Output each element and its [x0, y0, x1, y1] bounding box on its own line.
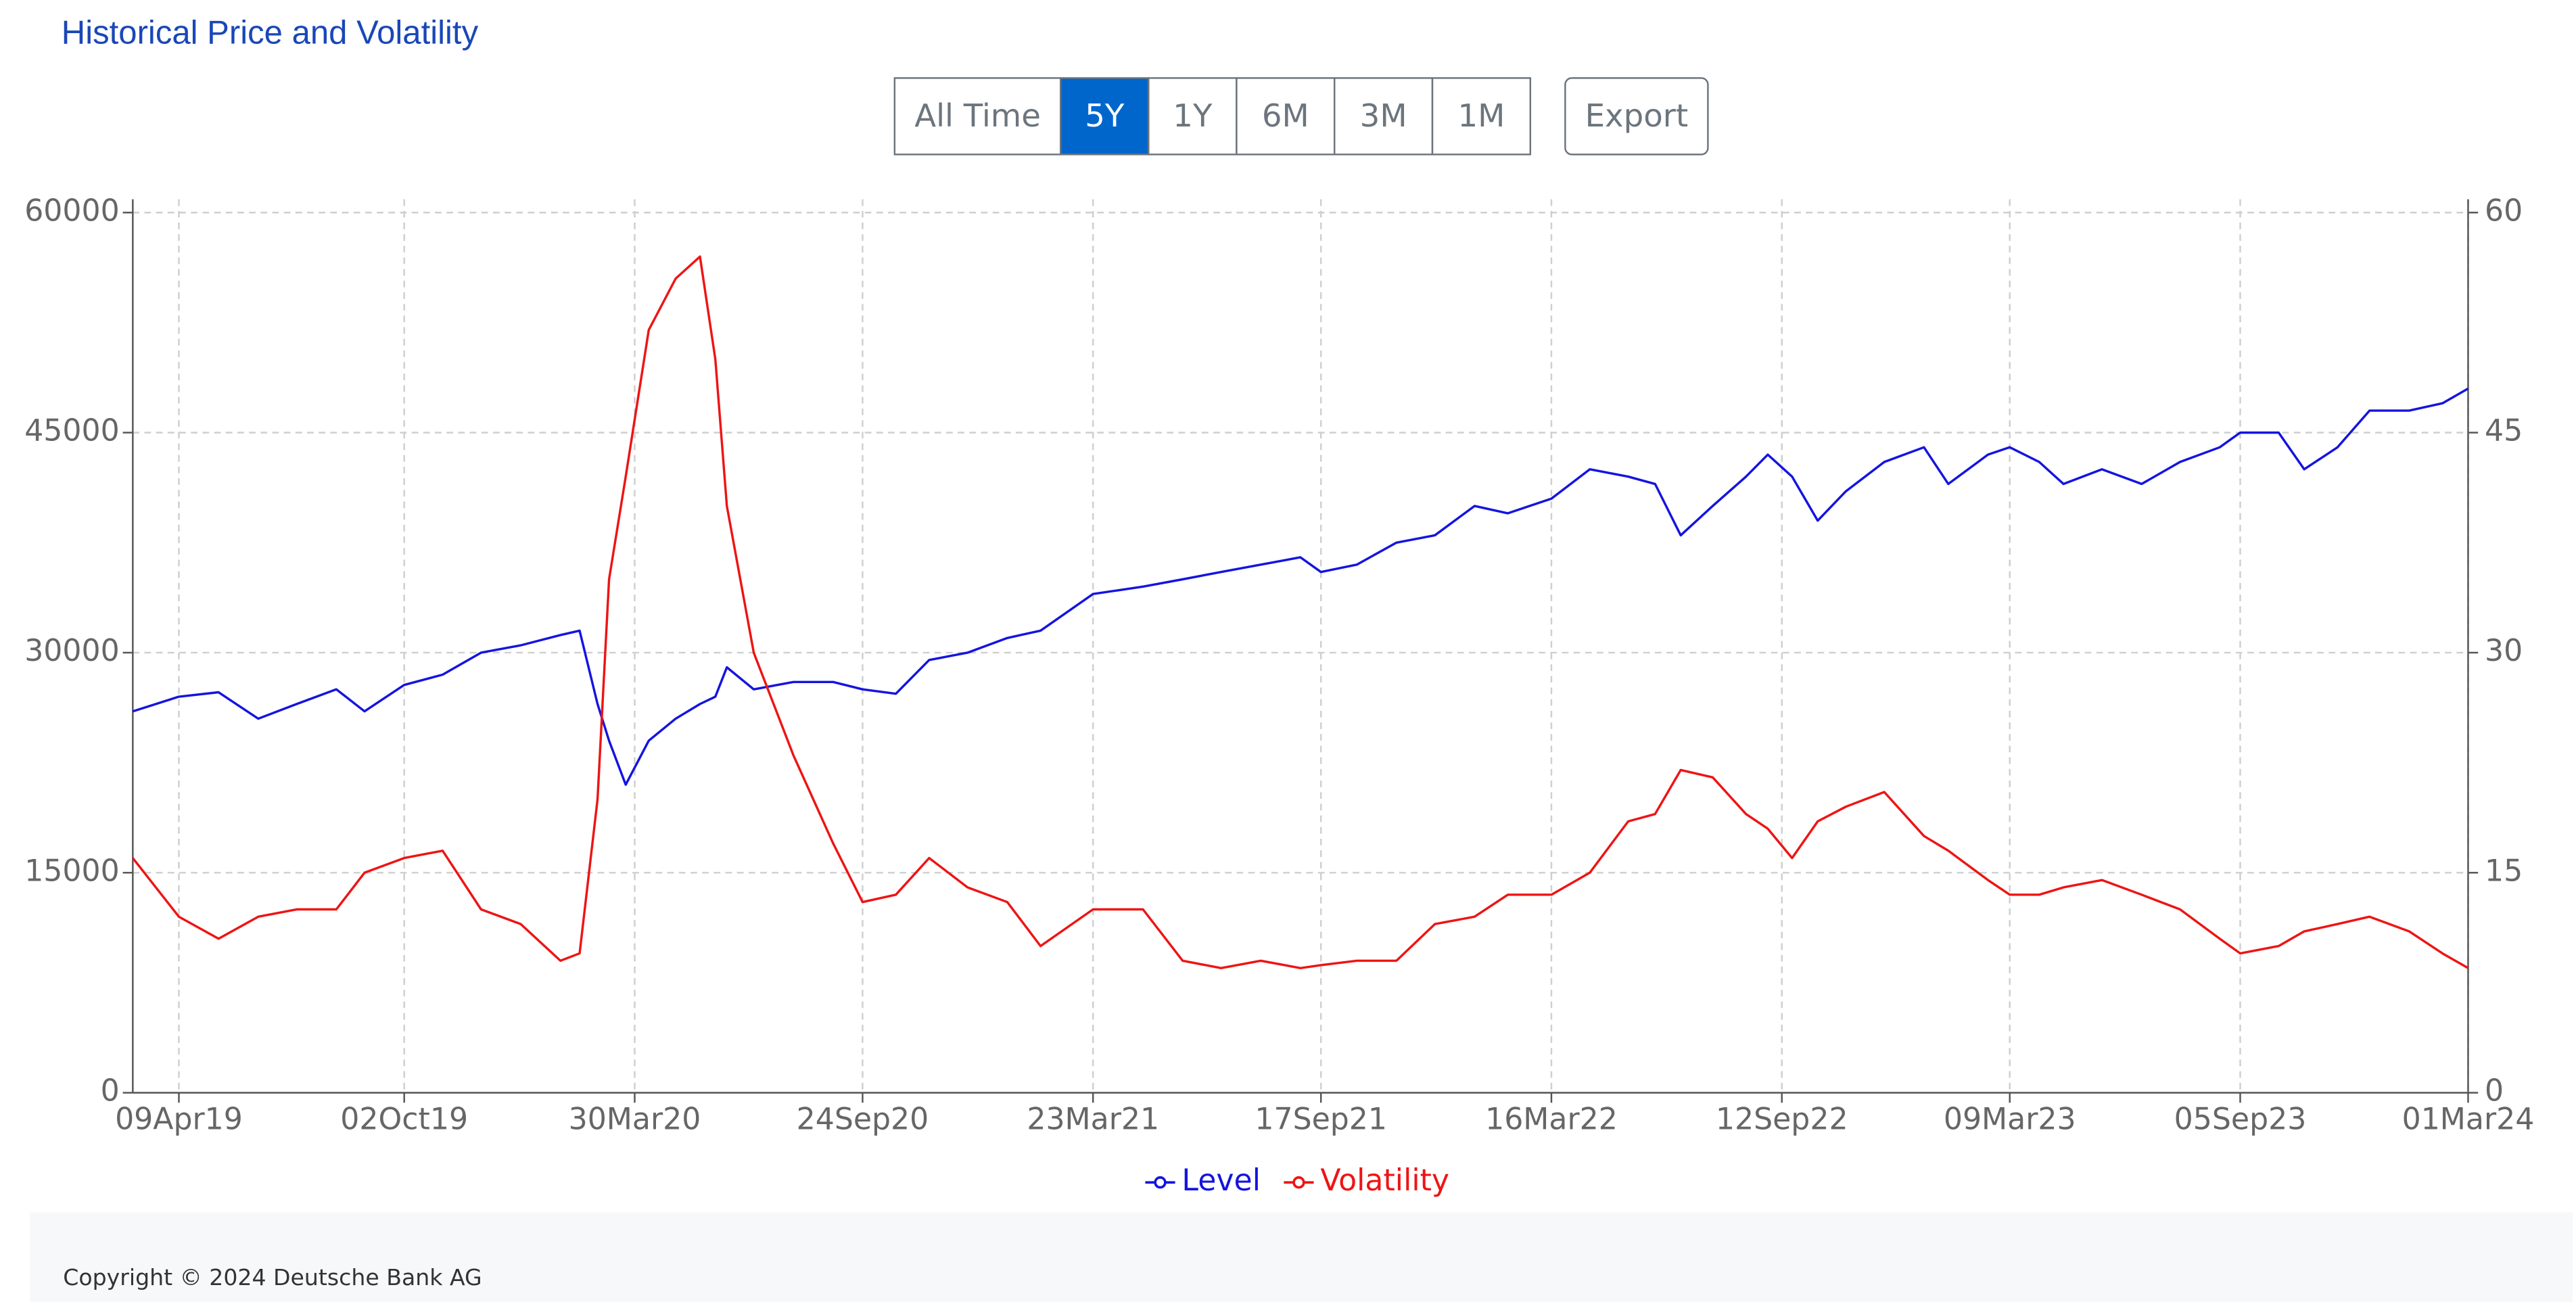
- range-button[interactable]: [1431, 77, 1532, 156]
- range-button-label[interactable]: 1Y: [1173, 97, 1213, 134]
- y2-tick-label: 0: [2485, 1074, 2504, 1109]
- range-button[interactable]: [1333, 77, 1434, 156]
- x-tick-label: 30Mar20: [569, 1102, 701, 1136]
- range-button-label[interactable]: 1M: [1457, 97, 1505, 134]
- range-button[interactable]: [1060, 77, 1150, 156]
- series-line: [132, 388, 2469, 786]
- x-tick-label: 17Sep21: [1255, 1102, 1387, 1136]
- range-button-label[interactable]: 6M: [1262, 97, 1309, 134]
- x-tick-label: 12Sep22: [1716, 1102, 1848, 1136]
- y-tick-label: 0: [101, 1074, 120, 1109]
- range-button[interactable]: [1148, 77, 1238, 156]
- legend-marker: [1292, 1176, 1305, 1189]
- footer-background: [30, 1212, 2573, 1302]
- legend-label[interactable]: Level: [1181, 1163, 1261, 1198]
- y2-tick-label: 60: [2485, 193, 2523, 228]
- x-tick-label: 09Mar23: [1944, 1102, 2076, 1136]
- range-button-label[interactable]: 3M: [1360, 97, 1407, 134]
- range-button[interactable]: [1236, 77, 1336, 156]
- x-tick-label: 05Sep23: [2174, 1102, 2307, 1136]
- legend-label[interactable]: Volatility: [1320, 1163, 1449, 1198]
- x-tick-label: 23Mar21: [1027, 1102, 1159, 1136]
- legend-marker: [1154, 1176, 1167, 1189]
- export-button-label[interactable]: Export: [1585, 97, 1689, 134]
- range-button[interactable]: [893, 77, 1062, 156]
- range-button-label[interactable]: All Time: [914, 97, 1041, 134]
- y2-tick-label: 45: [2485, 414, 2523, 448]
- x-tick-label: 24Sep20: [797, 1102, 929, 1136]
- footer-text: Copyright © 2024 Deutsche Bank AG: [63, 1264, 482, 1291]
- y-tick-label: 45000: [24, 414, 119, 448]
- series-line: [131, 255, 2469, 969]
- range-button-label[interactable]: 5Y: [1085, 97, 1125, 134]
- x-tick-label: 01Mar24: [2402, 1102, 2535, 1136]
- x-tick-label: 02Oct19: [340, 1102, 468, 1136]
- y-tick-label: 60000: [24, 193, 119, 228]
- x-tick-label: 09Apr19: [115, 1102, 243, 1136]
- export-button[interactable]: [1564, 77, 1709, 156]
- y2-tick-label: 15: [2485, 854, 2523, 888]
- chart-title: Historical Price and Volatility: [62, 15, 479, 51]
- y2-tick-label: 30: [2485, 634, 2523, 668]
- y-tick-label: 15000: [24, 854, 119, 888]
- y-tick-label: 30000: [24, 634, 119, 668]
- x-tick-label: 16Mar22: [1485, 1102, 1618, 1136]
